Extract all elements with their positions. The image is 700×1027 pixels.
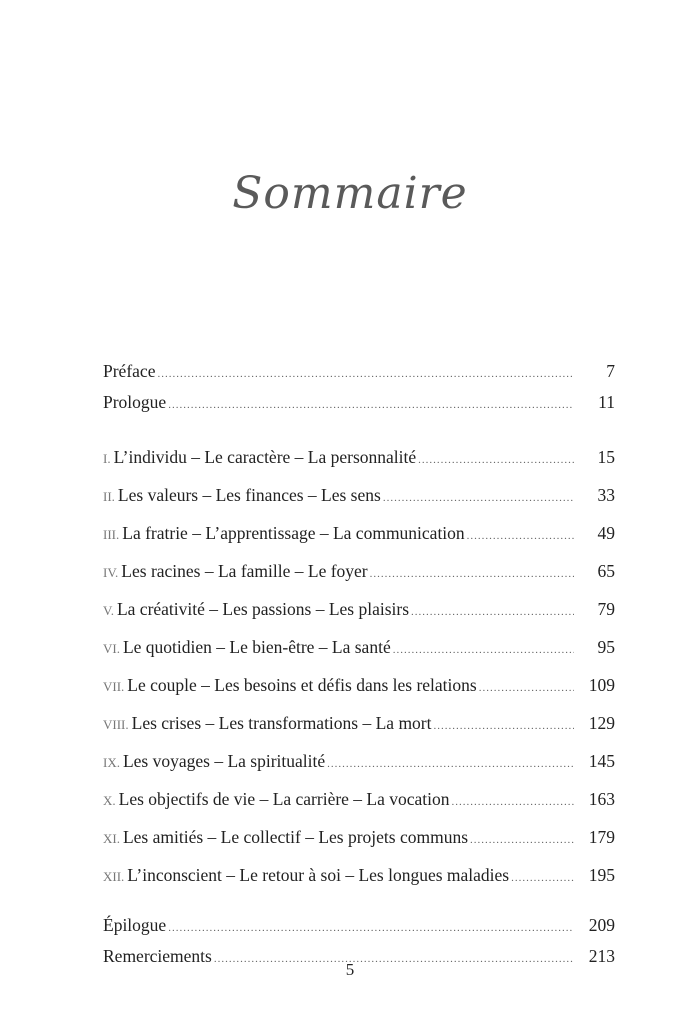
entry-label: XI. Les amitiés – Le collectif – Les proj…	[103, 826, 468, 850]
chapter-numeral: XI.	[103, 831, 120, 846]
leader-dots	[327, 753, 574, 775]
leader-dots	[479, 677, 574, 699]
leader-dots	[168, 394, 574, 416]
leader-dots	[418, 449, 574, 471]
chapter-numeral: IX.	[103, 755, 120, 770]
entry-label: VI. Le quotidien – Le bien-être – La sant…	[103, 636, 391, 660]
entry-page: 179	[588, 827, 615, 847]
toc-entry-chapter[interactable]: I. L’individu – Le caractère – La personn…	[103, 446, 615, 471]
entry-label: I. L’individu – Le caractère – La personn…	[103, 446, 416, 470]
table-of-contents: Préface 7 Prologue 11 I.L’individu – Le ca…	[103, 360, 615, 976]
chapter-numeral: VI.	[103, 641, 120, 656]
chapter-title: Les crises – Les transformations – La mo…	[131, 713, 432, 733]
chapter-numeral: XII.	[103, 869, 125, 884]
toc-entry-chapter[interactable]: X. Les objectifs de vie – La carrière – L…	[103, 788, 615, 813]
entry-label: II. Les valeurs – Les finances – Les sens	[103, 484, 381, 508]
entry-page: 79	[597, 599, 616, 619]
leader-dots	[157, 363, 574, 385]
leader-dots	[467, 525, 574, 547]
chapter-numeral: I.	[103, 451, 111, 466]
entry-label: III. La fratrie – L’apprentissage – La co…	[103, 522, 465, 546]
chapter-title: La fratrie – L’apprentissage – La commun…	[122, 523, 465, 543]
chapter-numeral: V.	[103, 603, 114, 618]
entry-page: 33	[597, 485, 616, 505]
toc-entry-chapter[interactable]: VIII. Les crises – Les transformations – …	[103, 712, 615, 737]
leader-dots	[411, 601, 574, 623]
toc-entry-chapter[interactable]: IX.Les voyages – La spiritualité 145	[103, 750, 615, 775]
entry-label: V. La créativité – Les passions – Les pla…	[103, 598, 409, 622]
entry-label: Épilogue	[103, 915, 167, 935]
leader-dots	[383, 487, 574, 509]
entry-page: 15	[597, 447, 616, 467]
leader-dots	[434, 715, 575, 737]
toc-entry-chapter[interactable]: II. Les valeurs – Les finances – Les sens…	[103, 484, 615, 509]
chapter-numeral: III.	[103, 527, 120, 542]
entry-label: Prologue	[103, 392, 167, 412]
chapter-numeral: IV.	[103, 565, 119, 580]
chapter-numeral: VIII.	[103, 717, 129, 732]
chapter-title: Les valeurs – Les finances – Les sens	[117, 485, 381, 505]
entry-label: XII. L’inconscient – Le retour à soi – Le…	[103, 864, 509, 888]
entry-page: 209	[588, 915, 615, 935]
toc-entry-chapter[interactable]: VI. Le quotidien – Le bien-être – La sant…	[103, 636, 615, 661]
chapter-title: L’inconscient – Le retour à soi – Les lo…	[127, 865, 510, 885]
toc-entry-epilogue[interactable]: Épilogue 209	[103, 914, 615, 939]
page-number: 5	[345, 960, 355, 979]
chapter-title: La créativité – Les passions – Les plais…	[116, 599, 410, 619]
toc-entry-chapter[interactable]: IV.Les racines – La famille – Le foyer 65	[103, 560, 615, 585]
chapter-title: Les objectifs de vie – La carrière – La …	[118, 789, 450, 809]
leader-dots	[370, 563, 574, 585]
entry-page: 213	[588, 946, 615, 966]
chapter-title: L’individu – Le caractère – La personnal…	[113, 447, 417, 467]
toc-entry-preface[interactable]: Préface 7	[103, 360, 615, 385]
entry-page: 95	[597, 637, 616, 657]
entry-label: IV. Les racines – La famille – Le foyer	[103, 560, 368, 584]
entry-label: IX. Les voyages – La spiritualité	[103, 750, 325, 774]
chapter-title: Les amitiés – Le collectif – Les projets…	[122, 827, 469, 847]
page-title: Sommaire	[232, 168, 468, 219]
entry-page: 109	[588, 675, 615, 695]
entry-label: Préface	[103, 361, 156, 381]
toc-entry-remerciements[interactable]: Remerciements 213	[103, 945, 615, 970]
entry-page: 11	[598, 392, 615, 412]
leader-dots	[168, 917, 574, 939]
chapter-title: Les racines – La famille – Le foyer	[121, 561, 368, 581]
toc-entry-chapter[interactable]: XII. L’inconscient – Le retour à soi – Le…	[103, 864, 615, 889]
chapter-numeral: VII.	[103, 679, 125, 694]
entry-page: 49	[597, 523, 616, 543]
entry-page: 163	[588, 789, 615, 809]
chapter-title: Les voyages – La spiritualité	[122, 751, 326, 771]
leader-dots	[511, 867, 574, 889]
toc-entry-chapter[interactable]: XI. Les amitiés – Le collectif – Les proj…	[103, 826, 615, 851]
entry-page: 65	[597, 561, 616, 581]
toc-entry-chapter[interactable]: V. La créativité – Les passions – Les pla…	[103, 598, 615, 623]
toc-entry-chapter[interactable]: VII. Le couple – Les besoins et défis dan…	[103, 674, 615, 699]
entry-page: 195	[588, 865, 615, 885]
chapter-numeral: II.	[103, 489, 115, 504]
leader-dots	[470, 829, 574, 851]
toc-entry-prologue[interactable]: Prologue 11	[103, 391, 615, 416]
entry-page: 145	[588, 751, 615, 771]
chapter-title: Le quotidien – Le bien-être – La santé	[122, 637, 391, 657]
entry-page: 129	[588, 713, 615, 733]
entry-label: VIII. Les crises – Les transformations – …	[103, 712, 432, 736]
toc-entry-chapter[interactable]: III. La fratrie – L’apprentissage – La co…	[103, 522, 615, 547]
chapter-numeral: X.	[103, 793, 116, 808]
entry-label: VII. Le couple – Les besoins et défis dan…	[103, 674, 477, 698]
chapter-title: Le couple – Les besoins et défis dans le…	[127, 675, 477, 695]
leader-dots	[393, 639, 574, 661]
leader-dots	[452, 791, 574, 813]
entry-page: 7	[606, 361, 615, 381]
entry-label: Remerciements	[103, 946, 212, 966]
entry-label: X. Les objectifs de vie – La carrière – L…	[103, 788, 450, 812]
